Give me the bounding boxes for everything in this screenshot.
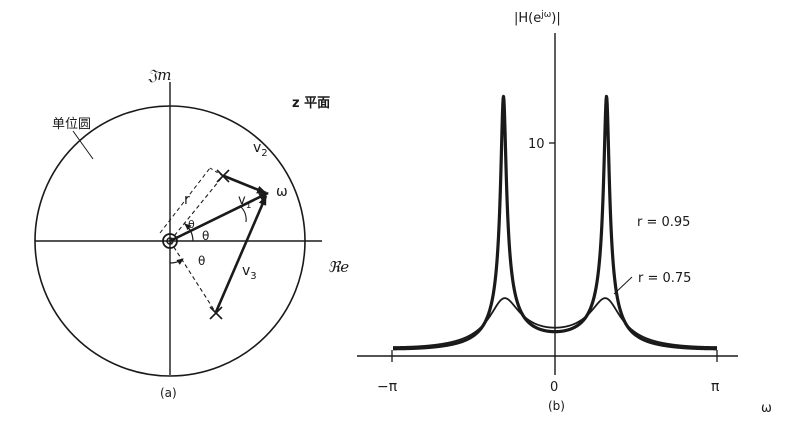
- real-axis-label: ℜe: [328, 258, 349, 276]
- theta-lower-label: θ: [198, 254, 205, 268]
- theta-arc-upper: [184, 223, 194, 242]
- theta-arc-lower: [169, 258, 184, 265]
- panel-a: 𝔍m ℜe z 平面 单位圆 v2 v1 v3 ω r θ θ θ (a): [34, 66, 349, 400]
- zero-outer: [162, 233, 178, 249]
- series-r-0.75: [392, 297, 718, 348]
- dashed-to-lower-pole: [169, 240, 217, 314]
- series-r-0.95: [391, 94, 719, 351]
- v1-label: v1: [238, 193, 251, 211]
- label-r075-pointer: [613, 276, 633, 295]
- series-label-r-0.75: r = 0.75: [638, 271, 691, 286]
- unit-circle-label: 单位圆: [52, 117, 91, 132]
- v2-label: v2: [253, 140, 268, 159]
- y-tick-label-10: 10: [528, 137, 545, 152]
- theta-mid-label: θ: [188, 218, 195, 231]
- caption-b: (b): [548, 399, 565, 413]
- y-axis-label: |H(ejω)|: [514, 10, 561, 26]
- unit-circle-pointer: [72, 130, 94, 160]
- omega-label: ω: [276, 184, 288, 200]
- r-label: r: [184, 192, 190, 208]
- theta-upper-label: θ: [202, 229, 209, 243]
- caption-a: (a): [160, 386, 177, 400]
- x-tick-label-neg-pi: −π: [377, 379, 398, 395]
- v3-label: v3: [242, 263, 257, 282]
- vector-v3: [214, 195, 268, 313]
- vector-v1: [169, 191, 269, 243]
- v1-angle-arc: [239, 205, 247, 223]
- x-tick-label-zero: 0: [550, 380, 558, 395]
- pole-upper: [216, 169, 230, 183]
- vector-v2: [223, 174, 267, 195]
- x-tick-label-pi: π: [711, 379, 720, 395]
- pole-lower: [209, 306, 223, 320]
- imaginary-axis-label: 𝔍m: [147, 66, 171, 84]
- x-axis-label: ω: [761, 401, 772, 416]
- series-label-r-0.95: r = 0.95: [637, 215, 690, 230]
- unit-circle: [34, 105, 306, 377]
- z-plane-label: z 平面: [292, 96, 330, 111]
- zero-inner: [166, 237, 174, 245]
- panel-b: |H(ejω)| 10 −π 0 π ω r = 0.95 r = 0.75 (…: [357, 10, 772, 416]
